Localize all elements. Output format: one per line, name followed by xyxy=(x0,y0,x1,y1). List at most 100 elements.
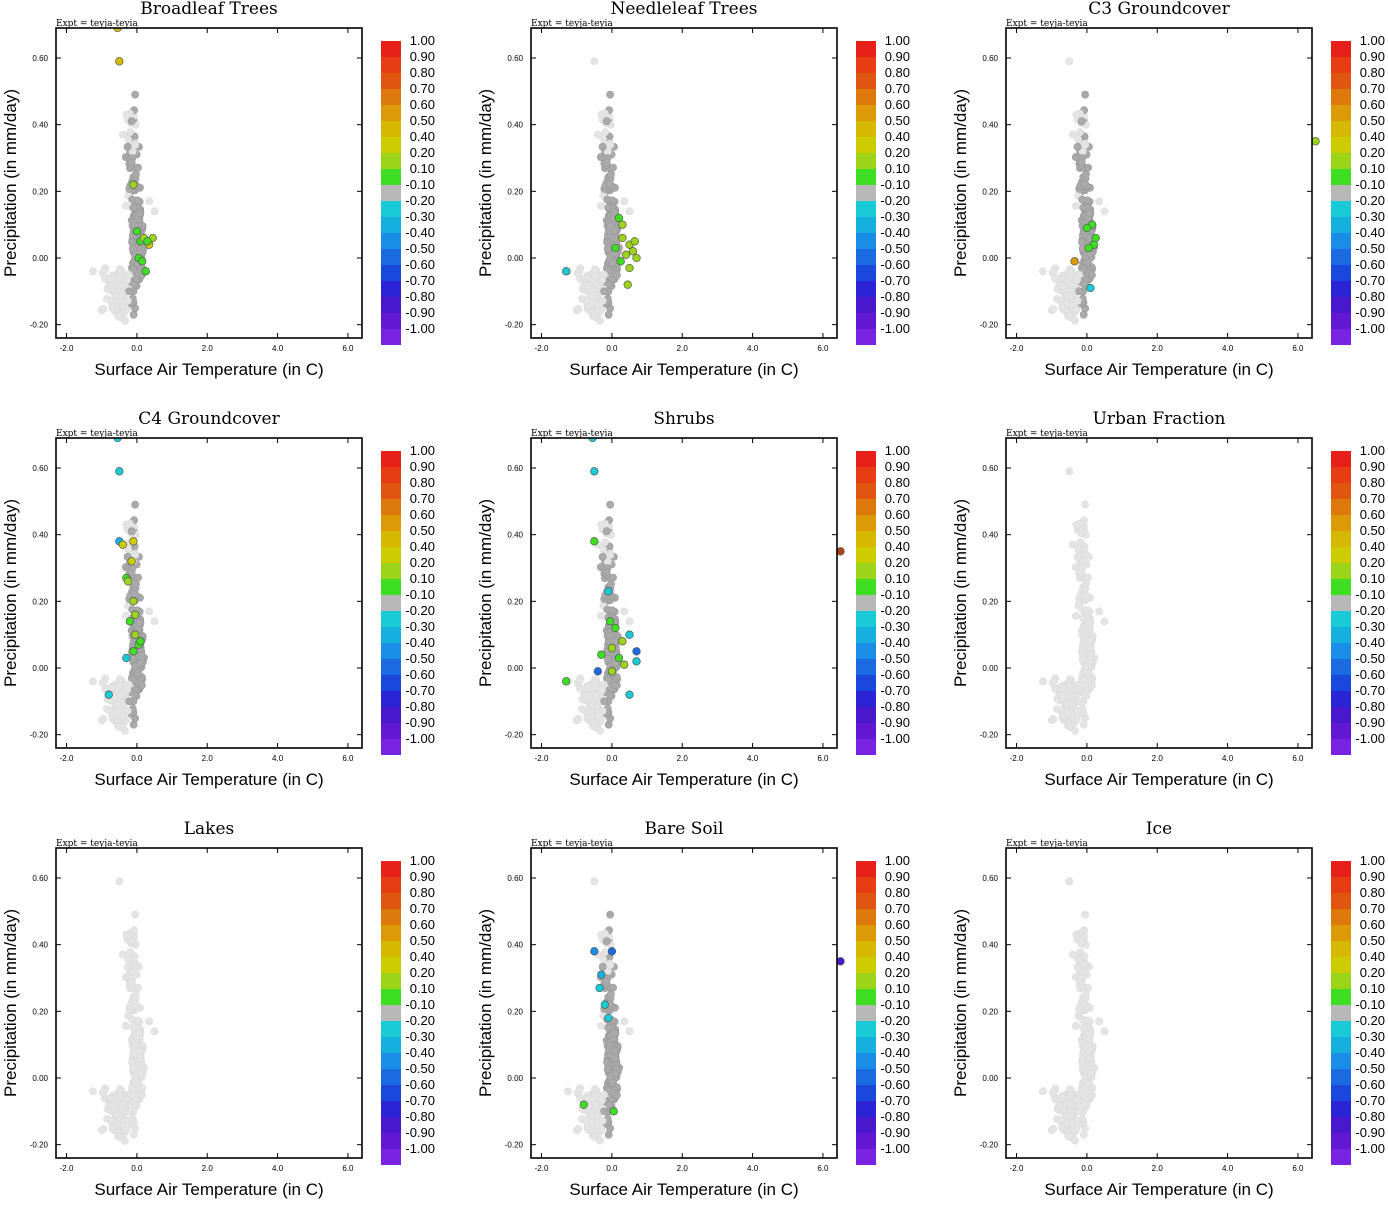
highlight-point xyxy=(590,467,599,476)
y-tick-label: 0.40 xyxy=(982,531,998,540)
colorbar-label: -0.10 xyxy=(1355,997,1385,1012)
background-point xyxy=(606,222,614,231)
colorbar-label: 0.10 xyxy=(410,161,435,176)
x-axis-label: Surface Air Temperature (in C) xyxy=(94,770,323,789)
y-axis-label: Precipitation (in mm/day) xyxy=(951,89,970,277)
colorbar-label: -0.80 xyxy=(405,699,435,714)
scatter-panel: Bare Soil Expt = teyja-teyia -2.0 0.0 2.0 4.0… xyxy=(475,819,945,1220)
y-tick-label: 0.00 xyxy=(507,1074,523,1083)
scatter-panel: Lakes Expt = teyja-teyia -2.0 0.0 2.0 4.0 6.0 -… xyxy=(0,819,470,1220)
colorbar-label: -0.60 xyxy=(405,1077,435,1092)
colorbar-label: 0.70 xyxy=(410,491,435,506)
point-layer xyxy=(1039,877,1109,1145)
x-tick-label: 4.0 xyxy=(1222,1164,1234,1173)
background-point xyxy=(1074,135,1083,143)
colorbar-swatch xyxy=(1331,1101,1351,1117)
colorbar-label: -0.80 xyxy=(880,699,910,714)
background-point xyxy=(1077,937,1086,946)
colorbar-label: 0.50 xyxy=(885,933,910,948)
x-tick-label: 0.0 xyxy=(606,344,618,353)
colorbar-swatch xyxy=(856,217,876,233)
colorbar-swatch xyxy=(381,57,401,73)
colorbar-label: 0.40 xyxy=(885,129,910,144)
background-point xyxy=(113,1111,121,1120)
highlight-point xyxy=(836,957,845,966)
highlight-point xyxy=(138,257,147,266)
colorbar-swatch xyxy=(381,233,401,249)
highlight-point xyxy=(130,630,140,639)
x-axis-label: Surface Air Temperature (in C) xyxy=(1044,770,1273,789)
background-point xyxy=(607,990,615,999)
highlight-point xyxy=(115,57,124,66)
background-point xyxy=(604,310,613,319)
colorbar-label: 0.70 xyxy=(885,81,910,96)
background-point xyxy=(613,1091,621,1100)
colorbar-swatch xyxy=(1331,169,1351,185)
scatter-panel: C4 Groundcover Expt = teyja-teyia -2.0 0.0 2… xyxy=(0,409,470,810)
background-point xyxy=(625,207,634,216)
background-point xyxy=(1078,1064,1087,1073)
x-tick-label: 2.0 xyxy=(677,754,689,763)
colorbar-swatch xyxy=(856,57,876,73)
x-tick-label: 4.0 xyxy=(747,1164,759,1173)
highlight-point xyxy=(611,243,620,253)
colorbar-swatch xyxy=(381,281,401,297)
background-point xyxy=(127,527,136,536)
background-point xyxy=(1049,304,1058,313)
colorbar-swatch xyxy=(856,893,876,909)
colorbar-swatch xyxy=(381,201,401,217)
background-point xyxy=(1081,910,1090,919)
background-point xyxy=(1082,580,1090,589)
colorbar-label: -0.10 xyxy=(405,997,435,1012)
colorbar-label: -0.30 xyxy=(1355,1029,1385,1044)
background-point xyxy=(610,1029,619,1038)
colorbar-label: -0.60 xyxy=(880,1077,910,1092)
colorbar-swatch xyxy=(381,1117,401,1133)
background-point xyxy=(145,607,154,616)
background-point xyxy=(598,275,606,284)
colorbar-label: -0.90 xyxy=(880,715,910,730)
colorbar-label: 0.90 xyxy=(1360,459,1385,474)
x-tick-label: 0.0 xyxy=(1081,344,1093,353)
x-tick-label: 2.0 xyxy=(1152,754,1164,763)
colorbar-label: -0.70 xyxy=(1355,273,1385,288)
colorbar-swatch xyxy=(1331,627,1351,643)
background-point xyxy=(1073,1095,1081,1104)
background-point xyxy=(602,978,611,987)
background-point xyxy=(598,296,607,305)
colorbar-swatch xyxy=(1331,313,1351,329)
background-point xyxy=(1073,552,1082,561)
colorbar-label: -0.20 xyxy=(1355,193,1385,208)
highlight-point xyxy=(136,637,145,646)
colorbar-label: 0.10 xyxy=(410,981,435,996)
colorbar-label: 0.70 xyxy=(410,81,435,96)
background-point xyxy=(599,545,608,553)
colorbar-swatch xyxy=(1331,201,1351,217)
x-tick-label: -2.0 xyxy=(1010,754,1024,763)
colorbar-swatch xyxy=(856,1021,876,1037)
colorbar-swatch xyxy=(381,877,401,893)
colorbar-swatch xyxy=(856,329,876,345)
highlight-point xyxy=(604,1013,613,1023)
background-point xyxy=(608,606,617,615)
background-point xyxy=(598,552,607,561)
colorbar-swatch xyxy=(381,547,401,563)
background-point xyxy=(598,1095,606,1104)
background-point xyxy=(599,135,608,143)
background-point xyxy=(588,709,597,718)
colorbar-label: 1.00 xyxy=(1360,443,1385,458)
colorbar-label: 0.40 xyxy=(1360,129,1385,144)
background-point xyxy=(605,690,614,699)
highlight-point xyxy=(122,653,131,663)
colorbar-swatch xyxy=(381,691,401,707)
colorbar-label: -1.00 xyxy=(405,321,435,336)
colorbar-label: 0.70 xyxy=(1360,491,1385,506)
background-point xyxy=(601,948,610,957)
colorbar-swatch xyxy=(381,1021,401,1037)
colorbar-swatch xyxy=(381,973,401,989)
background-point xyxy=(610,234,619,243)
colorbar-label: 0.40 xyxy=(885,949,910,964)
colorbar-label: 0.70 xyxy=(885,491,910,506)
x-tick-label: 4.0 xyxy=(272,344,284,353)
colorbar-swatch xyxy=(856,1069,876,1085)
